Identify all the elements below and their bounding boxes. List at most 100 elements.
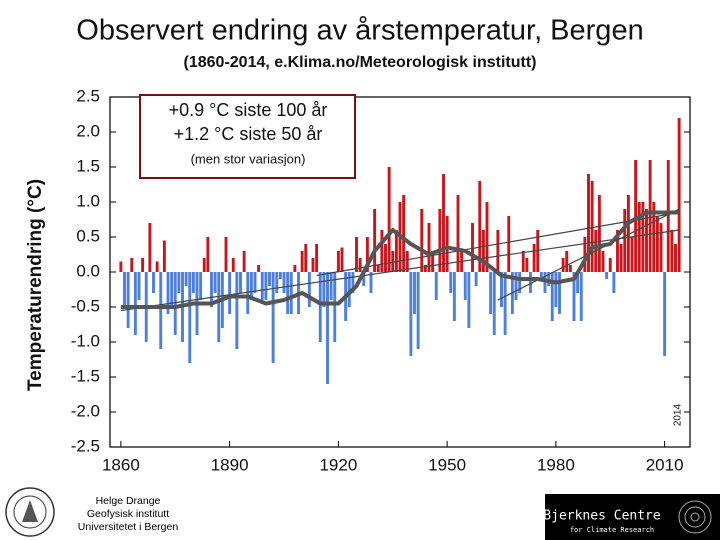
bar [434, 272, 438, 300]
bar [210, 272, 213, 307]
bar [369, 272, 373, 293]
bar [492, 272, 496, 335]
bar [489, 272, 493, 314]
bar [351, 272, 355, 293]
bar [191, 272, 195, 293]
bar [550, 272, 554, 321]
bar [655, 216, 659, 272]
bar [423, 265, 427, 272]
bar [666, 160, 670, 272]
bar [579, 272, 583, 321]
bar [601, 251, 605, 272]
bar [394, 230, 398, 272]
bar [616, 230, 619, 272]
bar [188, 272, 192, 363]
y-tick-label: -1.0 [71, 331, 100, 350]
bar [257, 265, 261, 272]
bar [300, 251, 304, 272]
bar [590, 181, 594, 272]
bar [402, 195, 406, 272]
annotation-text: +0.9 °C siste 100 år [169, 100, 328, 120]
bar [677, 118, 681, 272]
end-year-label: 2014 [673, 403, 684, 426]
bar [565, 251, 569, 272]
bar [162, 240, 166, 272]
bar [304, 244, 308, 272]
logo-text: for Climate Research [570, 526, 654, 534]
bar [336, 251, 340, 272]
bar [449, 272, 453, 293]
bar [539, 272, 543, 279]
bar [152, 272, 155, 293]
bar [416, 272, 420, 349]
bar [485, 202, 489, 272]
bar [213, 272, 217, 293]
bar [206, 237, 210, 272]
bar [148, 223, 152, 272]
footer-author: Helge Drange [96, 495, 161, 507]
bar [637, 202, 641, 272]
bar [326, 272, 329, 384]
bar [307, 272, 311, 307]
bar [199, 272, 203, 300]
bar [384, 244, 387, 272]
bar [365, 237, 369, 272]
bar [500, 272, 503, 307]
bar [481, 230, 485, 272]
bar [405, 251, 409, 272]
bar [452, 272, 456, 321]
bar [249, 272, 253, 300]
bar [514, 272, 518, 300]
y-tick-label: 0.5 [76, 226, 100, 245]
bar [224, 237, 228, 272]
bar [608, 258, 612, 272]
footer-author: Universitetet i Bergen [78, 521, 179, 533]
bar [652, 202, 656, 272]
university-seal [5, 487, 55, 537]
bar [289, 272, 293, 314]
bar [626, 195, 630, 272]
bar [587, 174, 590, 272]
bar [507, 216, 511, 272]
bar [260, 272, 264, 300]
bar [373, 209, 377, 272]
bar [293, 265, 297, 272]
bar [133, 272, 137, 335]
bar [525, 258, 529, 272]
bar [663, 272, 667, 356]
bar [438, 209, 442, 272]
bar [123, 272, 126, 307]
bar [184, 272, 188, 286]
annotation-text: (men stor variasjon) [191, 151, 306, 166]
x-tick-label: 1860 [102, 455, 140, 474]
bar [471, 223, 474, 272]
bar [619, 244, 623, 272]
bar [130, 258, 134, 272]
bar [119, 261, 123, 272]
bar [340, 247, 344, 272]
bar [532, 244, 536, 272]
bar [362, 272, 366, 286]
bar [503, 272, 507, 335]
y-axis-label: Temperaturendring (°C) [25, 179, 46, 391]
bar [474, 272, 478, 286]
bar [376, 265, 380, 272]
bar [445, 216, 449, 272]
bar [478, 181, 482, 272]
bar [264, 272, 268, 300]
bar [137, 272, 141, 300]
chart-title: Observert endring av årstemperatur, Berg… [76, 15, 643, 47]
bar [159, 272, 163, 349]
logo-text: Bjerknes Centre [543, 509, 661, 524]
bar [529, 272, 532, 293]
bar [456, 195, 460, 272]
bar [648, 160, 652, 272]
y-tick-label: 1.0 [76, 191, 100, 210]
x-tick-label: 1950 [428, 455, 466, 474]
y-tick-label: -0.5 [71, 296, 100, 315]
bar [427, 223, 431, 272]
bar [521, 251, 525, 272]
bar [605, 272, 609, 279]
smoothed-line [120, 210, 680, 309]
